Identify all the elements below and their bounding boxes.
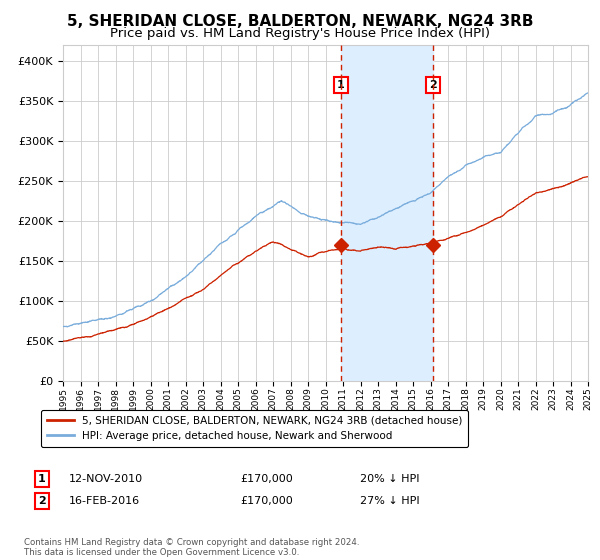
Text: Price paid vs. HM Land Registry's House Price Index (HPI): Price paid vs. HM Land Registry's House … <box>110 27 490 40</box>
Text: 1: 1 <box>337 80 344 90</box>
Text: 27% ↓ HPI: 27% ↓ HPI <box>360 496 419 506</box>
Text: £170,000: £170,000 <box>240 496 293 506</box>
Text: 20% ↓ HPI: 20% ↓ HPI <box>360 474 419 484</box>
Text: 1: 1 <box>38 474 46 484</box>
Text: 2: 2 <box>38 496 46 506</box>
Text: 12-NOV-2010: 12-NOV-2010 <box>69 474 143 484</box>
Bar <box>341 45 433 381</box>
Text: 2: 2 <box>429 80 436 90</box>
Text: 16-FEB-2016: 16-FEB-2016 <box>69 496 140 506</box>
Legend: 5, SHERIDAN CLOSE, BALDERTON, NEWARK, NG24 3RB (detached house), HPI: Average pr: 5, SHERIDAN CLOSE, BALDERTON, NEWARK, NG… <box>41 409 469 447</box>
Text: £170,000: £170,000 <box>240 474 293 484</box>
Text: Contains HM Land Registry data © Crown copyright and database right 2024.
This d: Contains HM Land Registry data © Crown c… <box>24 538 359 557</box>
Text: 5, SHERIDAN CLOSE, BALDERTON, NEWARK, NG24 3RB: 5, SHERIDAN CLOSE, BALDERTON, NEWARK, NG… <box>67 14 533 29</box>
